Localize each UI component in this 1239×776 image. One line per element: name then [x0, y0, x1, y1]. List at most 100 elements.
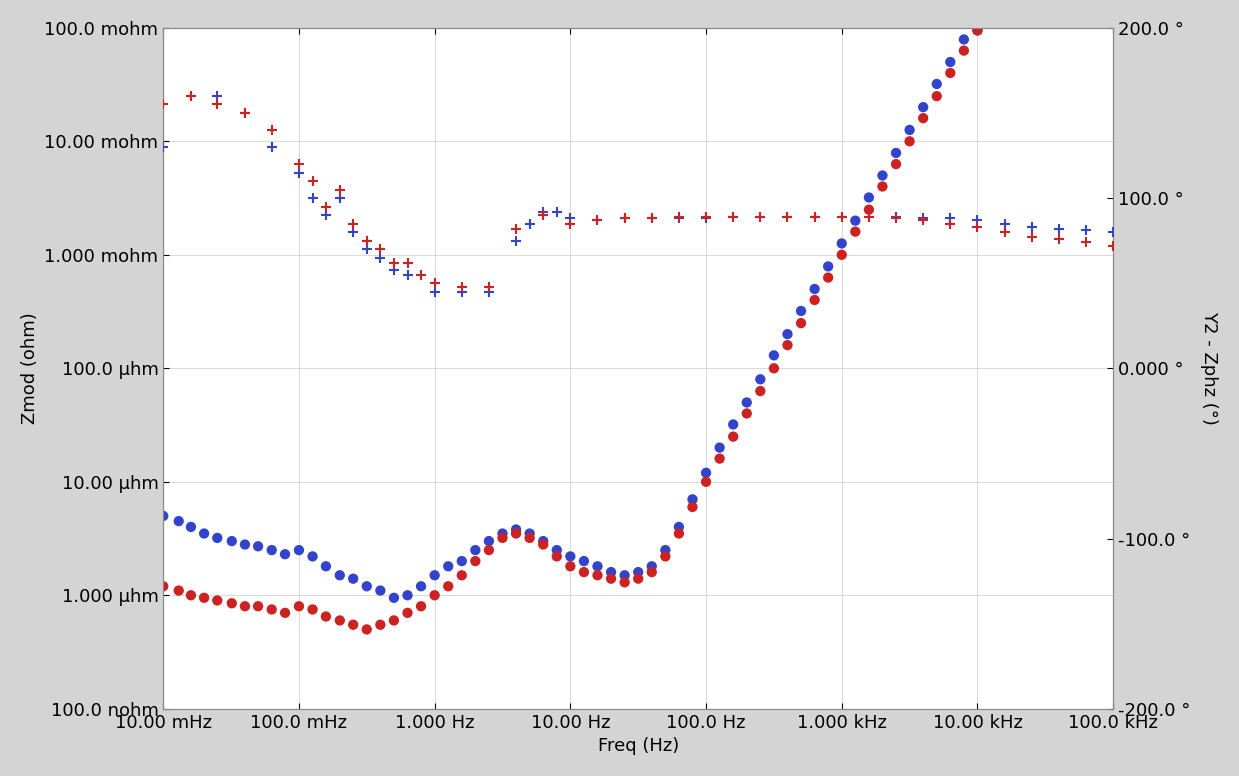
Point — [1022, 231, 1042, 244]
Point — [886, 210, 906, 223]
Point — [519, 528, 539, 540]
Point — [764, 349, 784, 362]
Point — [737, 407, 757, 420]
Point — [886, 147, 906, 159]
Point — [222, 597, 242, 609]
Point — [981, 5, 1001, 17]
Point — [261, 603, 281, 615]
Point — [940, 217, 960, 230]
Point — [669, 521, 689, 533]
Point — [316, 200, 336, 213]
Point — [954, 44, 974, 57]
Point — [737, 397, 757, 409]
Point — [859, 191, 878, 203]
Point — [615, 213, 634, 225]
Point — [778, 328, 798, 341]
Point — [439, 580, 458, 593]
Point — [154, 510, 173, 522]
Point — [628, 573, 648, 585]
Point — [479, 286, 499, 298]
Point — [968, 24, 987, 36]
Point — [900, 135, 919, 147]
Point — [1077, 224, 1097, 237]
Point — [169, 515, 188, 528]
Point — [384, 591, 404, 604]
Point — [289, 544, 309, 556]
Point — [493, 528, 513, 540]
Point — [370, 251, 390, 264]
Point — [169, 584, 188, 597]
Point — [384, 257, 404, 269]
Point — [519, 217, 539, 230]
Point — [1009, 0, 1028, 11]
Point — [968, 221, 987, 234]
Point — [533, 539, 553, 551]
Point — [546, 206, 566, 218]
Point — [343, 618, 363, 631]
Point — [778, 210, 798, 223]
Point — [587, 214, 607, 227]
Point — [710, 442, 730, 454]
Point — [587, 560, 607, 573]
Point — [330, 615, 349, 627]
Point — [669, 213, 689, 225]
Point — [302, 175, 322, 187]
Point — [1049, 233, 1069, 245]
Point — [452, 286, 472, 298]
Point — [968, 24, 987, 36]
Point — [913, 214, 933, 227]
Point — [207, 594, 227, 607]
Point — [222, 535, 242, 547]
Point — [1103, 226, 1123, 238]
Point — [289, 166, 309, 178]
Point — [560, 560, 580, 573]
Point — [357, 234, 377, 247]
Point — [696, 213, 716, 225]
Point — [995, 217, 1015, 230]
Point — [724, 431, 743, 443]
Point — [330, 192, 349, 204]
X-axis label: Freq (Hz): Freq (Hz) — [597, 737, 679, 755]
Point — [370, 243, 390, 255]
Point — [411, 268, 431, 281]
Point — [886, 213, 906, 225]
Point — [642, 566, 662, 578]
Point — [724, 210, 743, 223]
Point — [831, 248, 851, 261]
Point — [248, 600, 268, 612]
Point — [316, 209, 336, 221]
Point — [384, 615, 404, 627]
Point — [724, 210, 743, 223]
Point — [900, 123, 919, 136]
Point — [479, 544, 499, 556]
Point — [452, 555, 472, 567]
Point — [275, 548, 295, 560]
Point — [1022, 221, 1042, 234]
Point — [411, 580, 431, 593]
Point — [669, 210, 689, 223]
Point — [261, 140, 281, 153]
Point — [370, 584, 390, 597]
Point — [533, 535, 553, 547]
Point — [804, 282, 824, 295]
Point — [370, 618, 390, 631]
Point — [859, 203, 878, 216]
Point — [818, 272, 838, 284]
Point — [181, 521, 201, 533]
Point — [804, 210, 824, 223]
Point — [940, 56, 960, 68]
Point — [574, 555, 593, 567]
Point — [940, 67, 960, 79]
Point — [995, 226, 1015, 238]
Point — [235, 600, 255, 612]
Point — [343, 217, 363, 230]
Point — [560, 217, 580, 230]
Point — [343, 226, 363, 238]
Point — [751, 210, 771, 223]
Point — [615, 213, 634, 225]
Point — [751, 385, 771, 397]
Point — [587, 214, 607, 227]
Point — [302, 192, 322, 204]
Point — [683, 494, 703, 506]
Point — [751, 373, 771, 386]
